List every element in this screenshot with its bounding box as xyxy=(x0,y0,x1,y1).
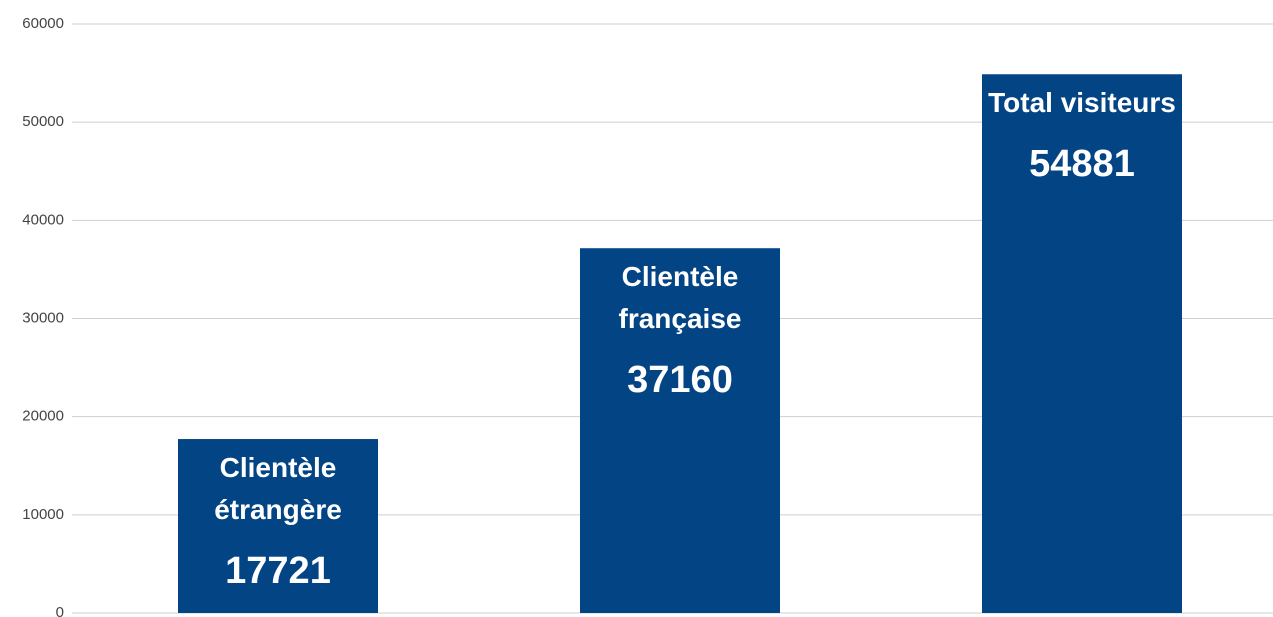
category-label: Clientèle étrangère xyxy=(214,452,342,526)
y-tick-label: 0 xyxy=(56,604,64,617)
y-tick-label: 30000 xyxy=(22,309,64,326)
y-tick-label: 50000 xyxy=(22,113,64,130)
category-label: Clientèle française xyxy=(618,261,742,335)
bar xyxy=(580,248,780,614)
value-label: 54881 xyxy=(1029,143,1135,186)
bar-label: Clientèle française 37160 xyxy=(585,256,775,402)
y-tick-label: 60000 xyxy=(22,15,64,32)
value-label: 17721 xyxy=(225,550,331,593)
category-label: Total visiteurs xyxy=(988,87,1176,119)
bar-label: Total visiteurs 54881 xyxy=(987,82,1177,186)
bar xyxy=(178,439,378,613)
bar xyxy=(982,74,1182,613)
y-tick-label: 40000 xyxy=(22,211,64,228)
bar-label: Clientèle étrangère 17721 xyxy=(183,447,373,593)
y-tick-label: 10000 xyxy=(22,506,64,523)
y-tick-label: 20000 xyxy=(22,408,64,425)
value-label: 37160 xyxy=(627,359,733,402)
